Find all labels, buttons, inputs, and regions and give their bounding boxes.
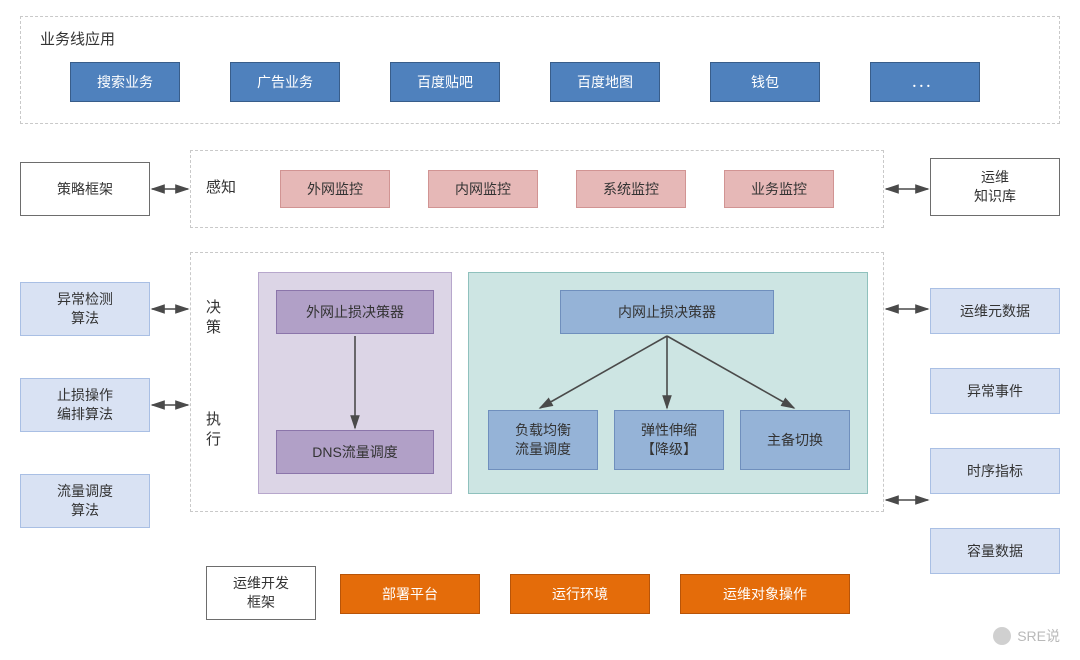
sense-item-0: 外网监控 — [280, 170, 390, 208]
exec-action-0-label: 负载均衡 流量调度 — [515, 421, 571, 459]
strategy-framework-label: 策略框架 — [57, 180, 113, 199]
business-app-4: 钱包 — [710, 62, 820, 102]
kb-item-1: 异常事件 — [930, 368, 1060, 414]
ops-knowledge-base-label: 运维 知识库 — [974, 168, 1016, 206]
sense-item-2: 系统监控 — [576, 170, 686, 208]
business-app-3: 百度地图 — [550, 62, 660, 102]
watermark: SRE说 — [993, 626, 1060, 646]
kb-item-3-label: 容量数据 — [967, 542, 1023, 561]
algo-box-0-label: 异常检测 算法 — [57, 290, 113, 328]
sense-item-3: 业务监控 — [724, 170, 834, 208]
platform-item-0: 部署平台 — [340, 574, 480, 614]
kb-item-0-label: 运维元数据 — [960, 302, 1030, 321]
sense-item-3-label: 业务监控 — [751, 180, 807, 199]
kb-item-2-label: 时序指标 — [967, 462, 1023, 481]
wechat-icon — [993, 627, 1011, 645]
internal-loss-decider: 内网止损决策器 — [560, 290, 774, 334]
ops-dev-framework-box: 运维开发 框架 — [206, 566, 316, 620]
business-apps-title: 业务线应用 — [40, 30, 115, 50]
platform-item-0-label: 部署平台 — [382, 585, 438, 604]
business-app-2-label: 百度贴吧 — [417, 73, 473, 92]
algo-box-2: 流量调度 算法 — [20, 474, 150, 528]
business-app-1-label: 广告业务 — [257, 73, 313, 92]
exec-action-0: 负载均衡 流量调度 — [488, 410, 598, 470]
platform-item-2-label: 运维对象操作 — [723, 585, 807, 604]
business-app-4-label: 钱包 — [751, 73, 779, 92]
sense-item-2-label: 系统监控 — [603, 180, 659, 199]
ops-dev-framework-label: 运维开发 框架 — [233, 574, 289, 612]
watermark-text: SRE说 — [1017, 626, 1060, 646]
kb-item-2: 时序指标 — [930, 448, 1060, 494]
sense-label: 感知 — [206, 178, 236, 198]
internal-loss-decider-label: 内网止损决策器 — [618, 303, 716, 322]
dns-traffic-schedule-label: DNS流量调度 — [312, 443, 398, 462]
business-app-0: 搜索业务 — [70, 62, 180, 102]
exec-action-1-label: 弹性伸缩 【降级】 — [641, 421, 697, 459]
platform-item-2: 运维对象操作 — [680, 574, 850, 614]
business-app-5-label: ．．． — [911, 73, 939, 92]
external-loss-decider-label: 外网止损决策器 — [306, 303, 404, 322]
dns-traffic-schedule: DNS流量调度 — [276, 430, 434, 474]
exec-action-2-label: 主备切换 — [767, 431, 823, 450]
algo-box-1-label: 止损操作 编排算法 — [57, 386, 113, 424]
sense-item-1-label: 内网监控 — [455, 180, 511, 199]
sense-item-0-label: 外网监控 — [307, 180, 363, 199]
platform-item-1: 运行环境 — [510, 574, 650, 614]
business-app-5: ．．． — [870, 62, 980, 102]
decision-label: 决 策 — [206, 298, 221, 339]
algo-box-2-label: 流量调度 算法 — [57, 482, 113, 520]
platform-item-1-label: 运行环境 — [552, 585, 608, 604]
ops-knowledge-base-box: 运维 知识库 — [930, 158, 1060, 216]
business-app-0-label: 搜索业务 — [97, 73, 153, 92]
kb-item-3: 容量数据 — [930, 528, 1060, 574]
exec-action-2: 主备切换 — [740, 410, 850, 470]
business-app-1: 广告业务 — [230, 62, 340, 102]
algo-box-1: 止损操作 编排算法 — [20, 378, 150, 432]
business-app-2: 百度贴吧 — [390, 62, 500, 102]
kb-item-0: 运维元数据 — [930, 288, 1060, 334]
business-app-3-label: 百度地图 — [577, 73, 633, 92]
sense-item-1: 内网监控 — [428, 170, 538, 208]
exec-label: 执 行 — [206, 410, 221, 451]
algo-box-0: 异常检测 算法 — [20, 282, 150, 336]
strategy-framework-box: 策略框架 — [20, 162, 150, 216]
exec-action-1: 弹性伸缩 【降级】 — [614, 410, 724, 470]
external-loss-decider: 外网止损决策器 — [276, 290, 434, 334]
kb-item-1-label: 异常事件 — [967, 382, 1023, 401]
